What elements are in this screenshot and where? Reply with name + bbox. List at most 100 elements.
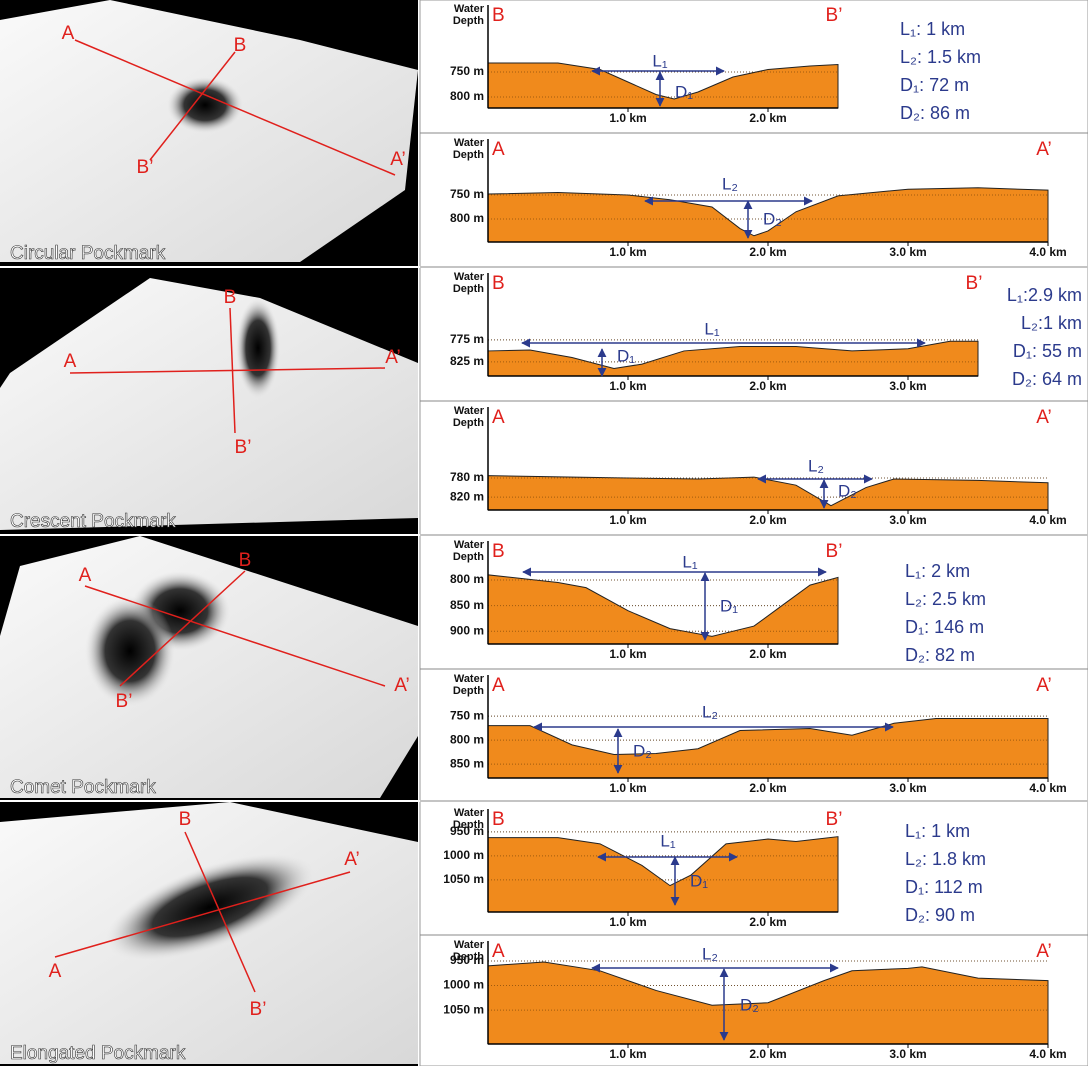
y-tick-label: 1050 m <box>443 872 484 886</box>
span-label: L₂ <box>702 702 718 721</box>
x-tick-label: 1.0 km <box>609 781 646 795</box>
span-label: L₁ <box>682 552 697 571</box>
depth-label: D₁ <box>675 82 693 101</box>
y-tick-label: 900 m <box>450 623 484 637</box>
y-axis-label: Water <box>454 939 485 951</box>
section-letter: A’ <box>390 149 405 170</box>
y-tick-label: 1050 m <box>443 1002 484 1016</box>
depth-label: D₂ <box>763 209 782 228</box>
y-axis-label: Depth <box>453 15 484 27</box>
y-axis-label: Depth <box>453 951 484 963</box>
measurement: L₂: 2.5 km <box>905 589 986 609</box>
y-tick-label: 750 m <box>450 64 484 78</box>
x-tick-label: 2.0 km <box>749 379 786 393</box>
y-tick-label: 800 m <box>450 211 484 225</box>
x-tick-label: 1.0 km <box>609 111 646 125</box>
measurement: D₂: 82 m <box>905 645 975 665</box>
y-tick-label: 750 m <box>450 187 484 201</box>
x-tick-label: 3.0 km <box>889 1047 926 1061</box>
y-axis-label: Water <box>454 405 485 417</box>
section-letter: B <box>179 809 192 830</box>
y-axis-label: Depth <box>453 149 484 161</box>
y-tick-label: 1000 m <box>443 848 484 862</box>
section-letter: B’ <box>250 999 267 1020</box>
measurement: D₁: 112 m <box>905 877 983 897</box>
y-tick-label: 775 m <box>450 332 484 346</box>
depth-label: D₂ <box>740 995 759 1014</box>
x-tick-label: 2.0 km <box>749 1047 786 1061</box>
x-tick-label: 2.0 km <box>749 781 786 795</box>
section-start: B <box>492 5 505 26</box>
x-tick-label: 4.0 km <box>1029 1047 1066 1061</box>
y-axis-label: Depth <box>453 283 484 295</box>
section-letter: B’ <box>235 437 252 458</box>
measurement: D₁: 146 m <box>905 617 984 637</box>
section-letter: A’ <box>394 675 409 696</box>
measurement: L₁: 1 km <box>900 19 965 39</box>
measurement: L₂: 1.8 km <box>905 849 986 869</box>
section-letter: B’ <box>137 157 154 178</box>
x-tick-label: 1.0 km <box>609 245 646 259</box>
x-tick-label: 3.0 km <box>889 513 926 527</box>
y-tick-label: 820 m <box>450 489 484 503</box>
span-label: L₂ <box>722 174 738 193</box>
section-letter: B <box>224 287 237 308</box>
y-axis-label: Depth <box>453 819 484 831</box>
x-tick-label: 4.0 km <box>1029 513 1066 527</box>
depth-label: D₂ <box>633 741 652 760</box>
measurement: L₁: 1 km <box>905 821 970 841</box>
pockmark-type: Elongated Pockmark <box>10 1043 186 1064</box>
measurement: D₂: 86 m <box>900 103 970 123</box>
y-tick-label: 800 m <box>450 732 484 746</box>
x-tick-label: 3.0 km <box>889 245 926 259</box>
seafloor-profile <box>488 476 1048 510</box>
depth-label: D₁ <box>617 346 635 365</box>
span-label: L₂ <box>808 456 824 475</box>
y-axis-label: Depth <box>453 685 484 697</box>
section-end: A’ <box>1036 139 1051 160</box>
y-axis-label: Water <box>454 3 485 15</box>
section-start: A <box>492 675 505 696</box>
section-start: A <box>492 139 505 160</box>
y-tick-label: 1000 m <box>443 978 484 992</box>
y-axis-label: Depth <box>453 551 484 563</box>
span-label: L₁ <box>660 831 675 850</box>
x-tick-label: 4.0 km <box>1029 245 1066 259</box>
measurement: L₁: 2 km <box>905 561 970 581</box>
y-axis-label: Water <box>454 673 485 685</box>
section-start: B <box>492 273 505 294</box>
y-tick-label: 780 m <box>450 470 484 484</box>
depth-label: D₁ <box>720 596 738 615</box>
section-letter: A’ <box>385 347 400 368</box>
section-end: B’ <box>826 809 843 830</box>
span-label: L₁ <box>704 319 719 338</box>
y-axis-label: Water <box>454 271 485 283</box>
section-start: A <box>492 407 505 428</box>
pockmark-type: Comet Pockmark <box>10 777 156 798</box>
depth-label: D₂ <box>838 481 857 500</box>
section-end: B’ <box>966 273 983 294</box>
section-end: A’ <box>1036 675 1051 696</box>
section-letter: A <box>79 565 92 586</box>
x-tick-label: 1.0 km <box>609 647 646 661</box>
y-axis-label: Water <box>454 137 485 149</box>
section-letter: B’ <box>116 691 133 712</box>
section-start: B <box>492 541 505 562</box>
measurement: D₁: 72 m <box>900 75 969 95</box>
y-tick-label: 750 m <box>450 708 484 722</box>
x-tick-label: 2.0 km <box>749 111 786 125</box>
x-tick-label: 1.0 km <box>609 1047 646 1061</box>
pockmark-type: Circular Pockmark <box>10 243 166 264</box>
section-letter: A <box>64 351 77 372</box>
y-tick-label: 800 m <box>450 572 484 586</box>
pockmark-type: Crescent Pockmark <box>10 511 176 532</box>
pockmark-depression <box>85 596 175 706</box>
x-tick-label: 3.0 km <box>889 379 926 393</box>
section-end: A’ <box>1036 407 1051 428</box>
section-letter: B <box>239 550 252 571</box>
y-axis-label: Water <box>454 539 485 551</box>
x-tick-label: 1.0 km <box>609 379 646 393</box>
x-tick-label: 3.0 km <box>889 781 926 795</box>
x-tick-label: 2.0 km <box>749 915 786 929</box>
span-label: L₂ <box>702 944 718 963</box>
